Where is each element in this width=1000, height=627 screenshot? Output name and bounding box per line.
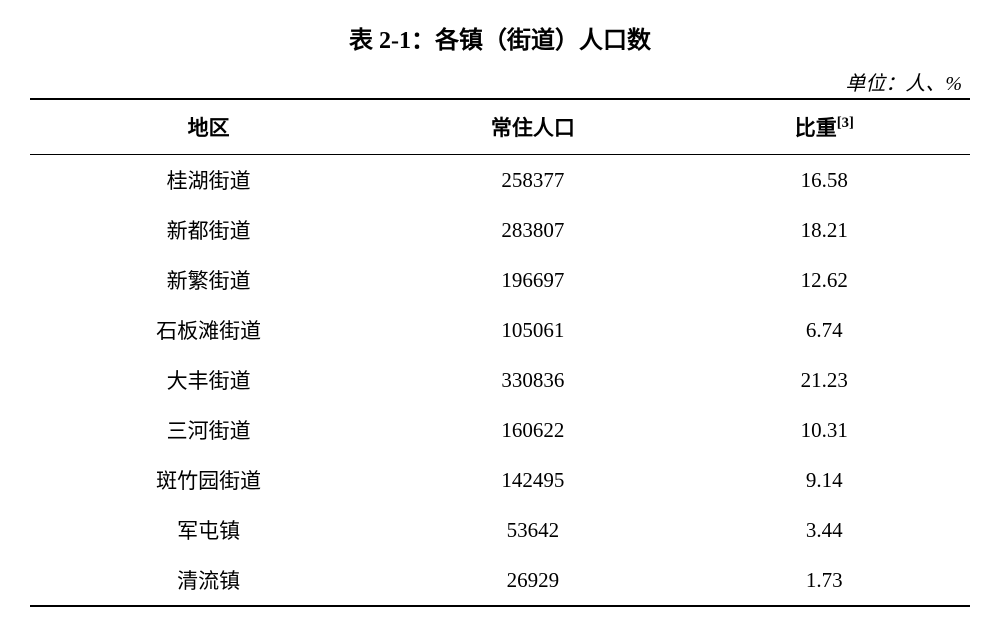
cell-population: 53642 xyxy=(387,505,678,555)
table-row: 新繁街道 196697 12.62 xyxy=(30,255,970,305)
cell-region: 斑竹园街道 xyxy=(30,455,387,505)
table-row: 新都街道 283807 18.21 xyxy=(30,205,970,255)
table-row: 清流镇 26929 1.73 xyxy=(30,555,970,606)
table-row: 三河街道 160622 10.31 xyxy=(30,405,970,455)
cell-population: 258377 xyxy=(387,155,678,206)
table-row: 石板滩街道 105061 6.74 xyxy=(30,305,970,355)
cell-region: 石板滩街道 xyxy=(30,305,387,355)
footnote-marker: [3] xyxy=(837,115,854,131)
cell-population: 196697 xyxy=(387,255,678,305)
cell-proportion: 18.21 xyxy=(679,205,970,255)
population-table: 地区 常住人口 比重[3] 桂湖街道 258377 16.58 新都街道 283… xyxy=(30,98,970,607)
cell-population: 105061 xyxy=(387,305,678,355)
cell-region: 清流镇 xyxy=(30,555,387,606)
cell-proportion: 21.23 xyxy=(679,355,970,405)
table-row: 桂湖街道 258377 16.58 xyxy=(30,155,970,206)
cell-proportion: 6.74 xyxy=(679,305,970,355)
table-row: 斑竹园街道 142495 9.14 xyxy=(30,455,970,505)
cell-region: 大丰街道 xyxy=(30,355,387,405)
cell-population: 330836 xyxy=(387,355,678,405)
table-header-row: 地区 常住人口 比重[3] xyxy=(30,99,970,155)
cell-region: 新繁街道 xyxy=(30,255,387,305)
col-header-proportion-text: 比重 xyxy=(795,116,837,140)
cell-proportion: 16.58 xyxy=(679,155,970,206)
cell-proportion: 9.14 xyxy=(679,455,970,505)
cell-population: 142495 xyxy=(387,455,678,505)
cell-region: 三河街道 xyxy=(30,405,387,455)
unit-label: 单位：人、% xyxy=(30,67,970,96)
cell-region: 军屯镇 xyxy=(30,505,387,555)
table-row: 大丰街道 330836 21.23 xyxy=(30,355,970,405)
cell-proportion: 1.73 xyxy=(679,555,970,606)
cell-proportion: 10.31 xyxy=(679,405,970,455)
table-row: 军屯镇 53642 3.44 xyxy=(30,505,970,555)
cell-population: 26929 xyxy=(387,555,678,606)
table-body: 桂湖街道 258377 16.58 新都街道 283807 18.21 新繁街道… xyxy=(30,155,970,607)
cell-proportion: 12.62 xyxy=(679,255,970,305)
cell-population: 160622 xyxy=(387,405,678,455)
col-header-region: 地区 xyxy=(30,99,387,155)
col-header-proportion: 比重[3] xyxy=(679,99,970,155)
cell-region: 桂湖街道 xyxy=(30,155,387,206)
col-header-population: 常住人口 xyxy=(387,99,678,155)
cell-proportion: 3.44 xyxy=(679,505,970,555)
table-title: 表 2-1：各镇（街道）人口数 xyxy=(30,20,970,55)
cell-population: 283807 xyxy=(387,205,678,255)
cell-region: 新都街道 xyxy=(30,205,387,255)
